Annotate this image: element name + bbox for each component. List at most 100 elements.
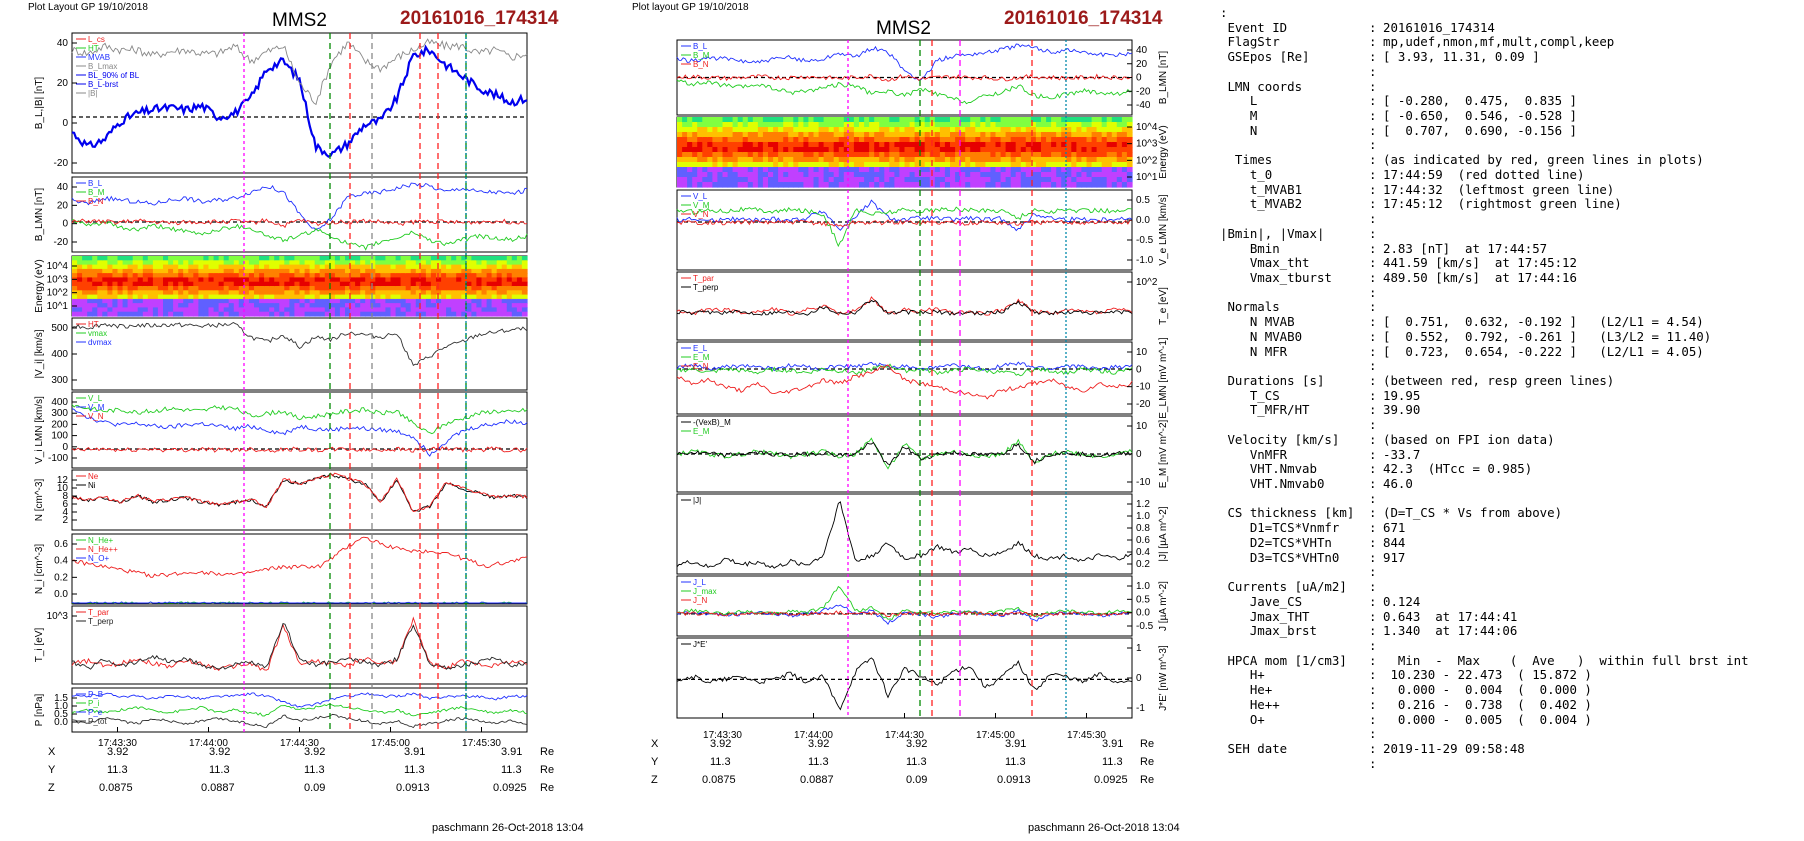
heatmap-cell <box>72 273 78 278</box>
heatmap-cell <box>884 127 890 133</box>
heatmap-cell <box>1126 127 1133 133</box>
heatmap-cell <box>1041 182 1047 188</box>
y-tick-label: 200 <box>51 419 68 430</box>
heatmap-cell <box>481 264 488 270</box>
info-label: D2=TCS*VHTn <box>1220 534 1332 550</box>
heatmap-cell <box>1066 127 1072 133</box>
heatmap-cell <box>511 268 518 274</box>
heatmap-cell <box>1061 182 1067 188</box>
y-tick-label: 40 <box>57 182 69 193</box>
heatmap-cell <box>476 303 483 308</box>
heatmap-cell <box>1106 167 1113 173</box>
heatmap-cell <box>929 127 936 133</box>
heatmap-cell <box>828 147 835 153</box>
panel-left-9: 1.51.00.50.0P [nPa] P_BP_iP_eP_tot <box>34 687 528 733</box>
heatmap-cell <box>178 290 184 296</box>
heatmap-cell <box>127 256 134 261</box>
heatmap-cell <box>476 273 483 278</box>
heatmap-cell <box>955 147 961 153</box>
heatmap-cell <box>516 256 523 261</box>
heatmap-cell <box>757 147 764 153</box>
info-separator: : <box>1369 755 1377 771</box>
heatmap-cell <box>793 157 799 163</box>
heatmap-cell <box>137 277 144 283</box>
heatmap-cell <box>828 137 835 143</box>
heatmap-cell <box>864 152 870 158</box>
heatmap-cell <box>496 298 503 304</box>
y-tick-label: 1.0 <box>1136 581 1150 592</box>
heatmap-cell <box>692 152 698 158</box>
heatmap-cell <box>904 152 911 158</box>
middle-plot-title: MMS2 <box>876 18 931 39</box>
heatmap-cell <box>889 167 895 173</box>
heatmap-cell <box>466 264 472 270</box>
heatmap-cell <box>939 177 946 183</box>
heatmap-cell <box>314 307 321 313</box>
heatmap-cell <box>838 127 845 133</box>
heatmap-cell <box>213 273 220 278</box>
heatmap-cell <box>732 132 739 138</box>
heatmap-cell <box>803 132 810 138</box>
heatmap-cell <box>1071 162 1077 168</box>
info-separator: : <box>1369 505 1377 521</box>
heatmap-cell <box>405 260 412 266</box>
heatmap-cell <box>486 307 493 313</box>
heatmap-cell <box>274 303 280 308</box>
heatmap-cell <box>762 162 769 168</box>
heatmap-cell <box>122 281 129 287</box>
heatmap-cell <box>329 268 336 274</box>
heatmap-cell <box>147 264 154 270</box>
heatmap-cell <box>370 290 376 296</box>
info-value: mp,udef,nmon,mf,mult,compl,keep <box>1383 34 1615 50</box>
heatmap-cell <box>1081 147 1088 153</box>
heatmap-cell <box>1041 172 1047 178</box>
heatmap-cell <box>486 277 493 283</box>
heatmap-cell <box>521 273 528 278</box>
heatmap-cell <box>132 286 139 291</box>
heatmap-cell <box>248 286 255 291</box>
heatmap-cell <box>385 311 392 317</box>
legend-label: B_M <box>88 188 105 197</box>
heatmap-cell <box>350 298 356 304</box>
heatmap-cell <box>909 122 916 128</box>
heatmap-cell <box>717 152 724 158</box>
heatmap-cell <box>360 256 366 261</box>
heatmap-cell <box>838 147 845 153</box>
heatmap-cell <box>1005 177 1012 183</box>
heatmap-cell <box>677 162 683 168</box>
heatmap-cell <box>1005 127 1012 133</box>
heatmap-cell <box>1086 162 1093 168</box>
heatmap-cell <box>823 117 830 123</box>
heatmap-cell <box>309 307 316 313</box>
heatmap-cell <box>702 162 708 168</box>
legend-label: B_N <box>693 60 709 69</box>
heatmap-cell <box>82 273 88 278</box>
heatmap-cell <box>793 172 799 178</box>
heatmap-cell <box>259 290 265 296</box>
heatmap-cell <box>1066 142 1072 148</box>
heatmap-cell <box>102 281 108 287</box>
heatmap-cell <box>788 137 794 143</box>
heatmap-cell <box>72 268 78 274</box>
heatmap-cell <box>496 268 503 274</box>
heatmap-cell <box>501 268 508 274</box>
heatmap-cell <box>309 281 316 287</box>
heatmap-cell <box>833 132 840 138</box>
info-label: M <box>1220 108 1258 124</box>
heatmap-cell <box>975 182 981 188</box>
panel-mid-5: 100-10-20 E_LMN [mV m^-1]E_LE_ME_N <box>676 337 1169 419</box>
heatmap-cell <box>1000 177 1007 183</box>
heatmap-cell <box>370 307 376 313</box>
heatmap-cell <box>471 307 478 313</box>
heatmap-cell <box>264 294 270 300</box>
y-tick-label: -40 <box>1136 100 1151 111</box>
heatmap-cell <box>243 281 250 287</box>
heatmap-cell <box>884 182 890 188</box>
y-tick-label: 0.2 <box>1136 559 1150 570</box>
y-tick-label: 0 <box>62 442 68 453</box>
heatmap-cell <box>223 303 230 308</box>
heatmap-cell <box>682 162 688 168</box>
heatmap-cell <box>1010 162 1017 168</box>
